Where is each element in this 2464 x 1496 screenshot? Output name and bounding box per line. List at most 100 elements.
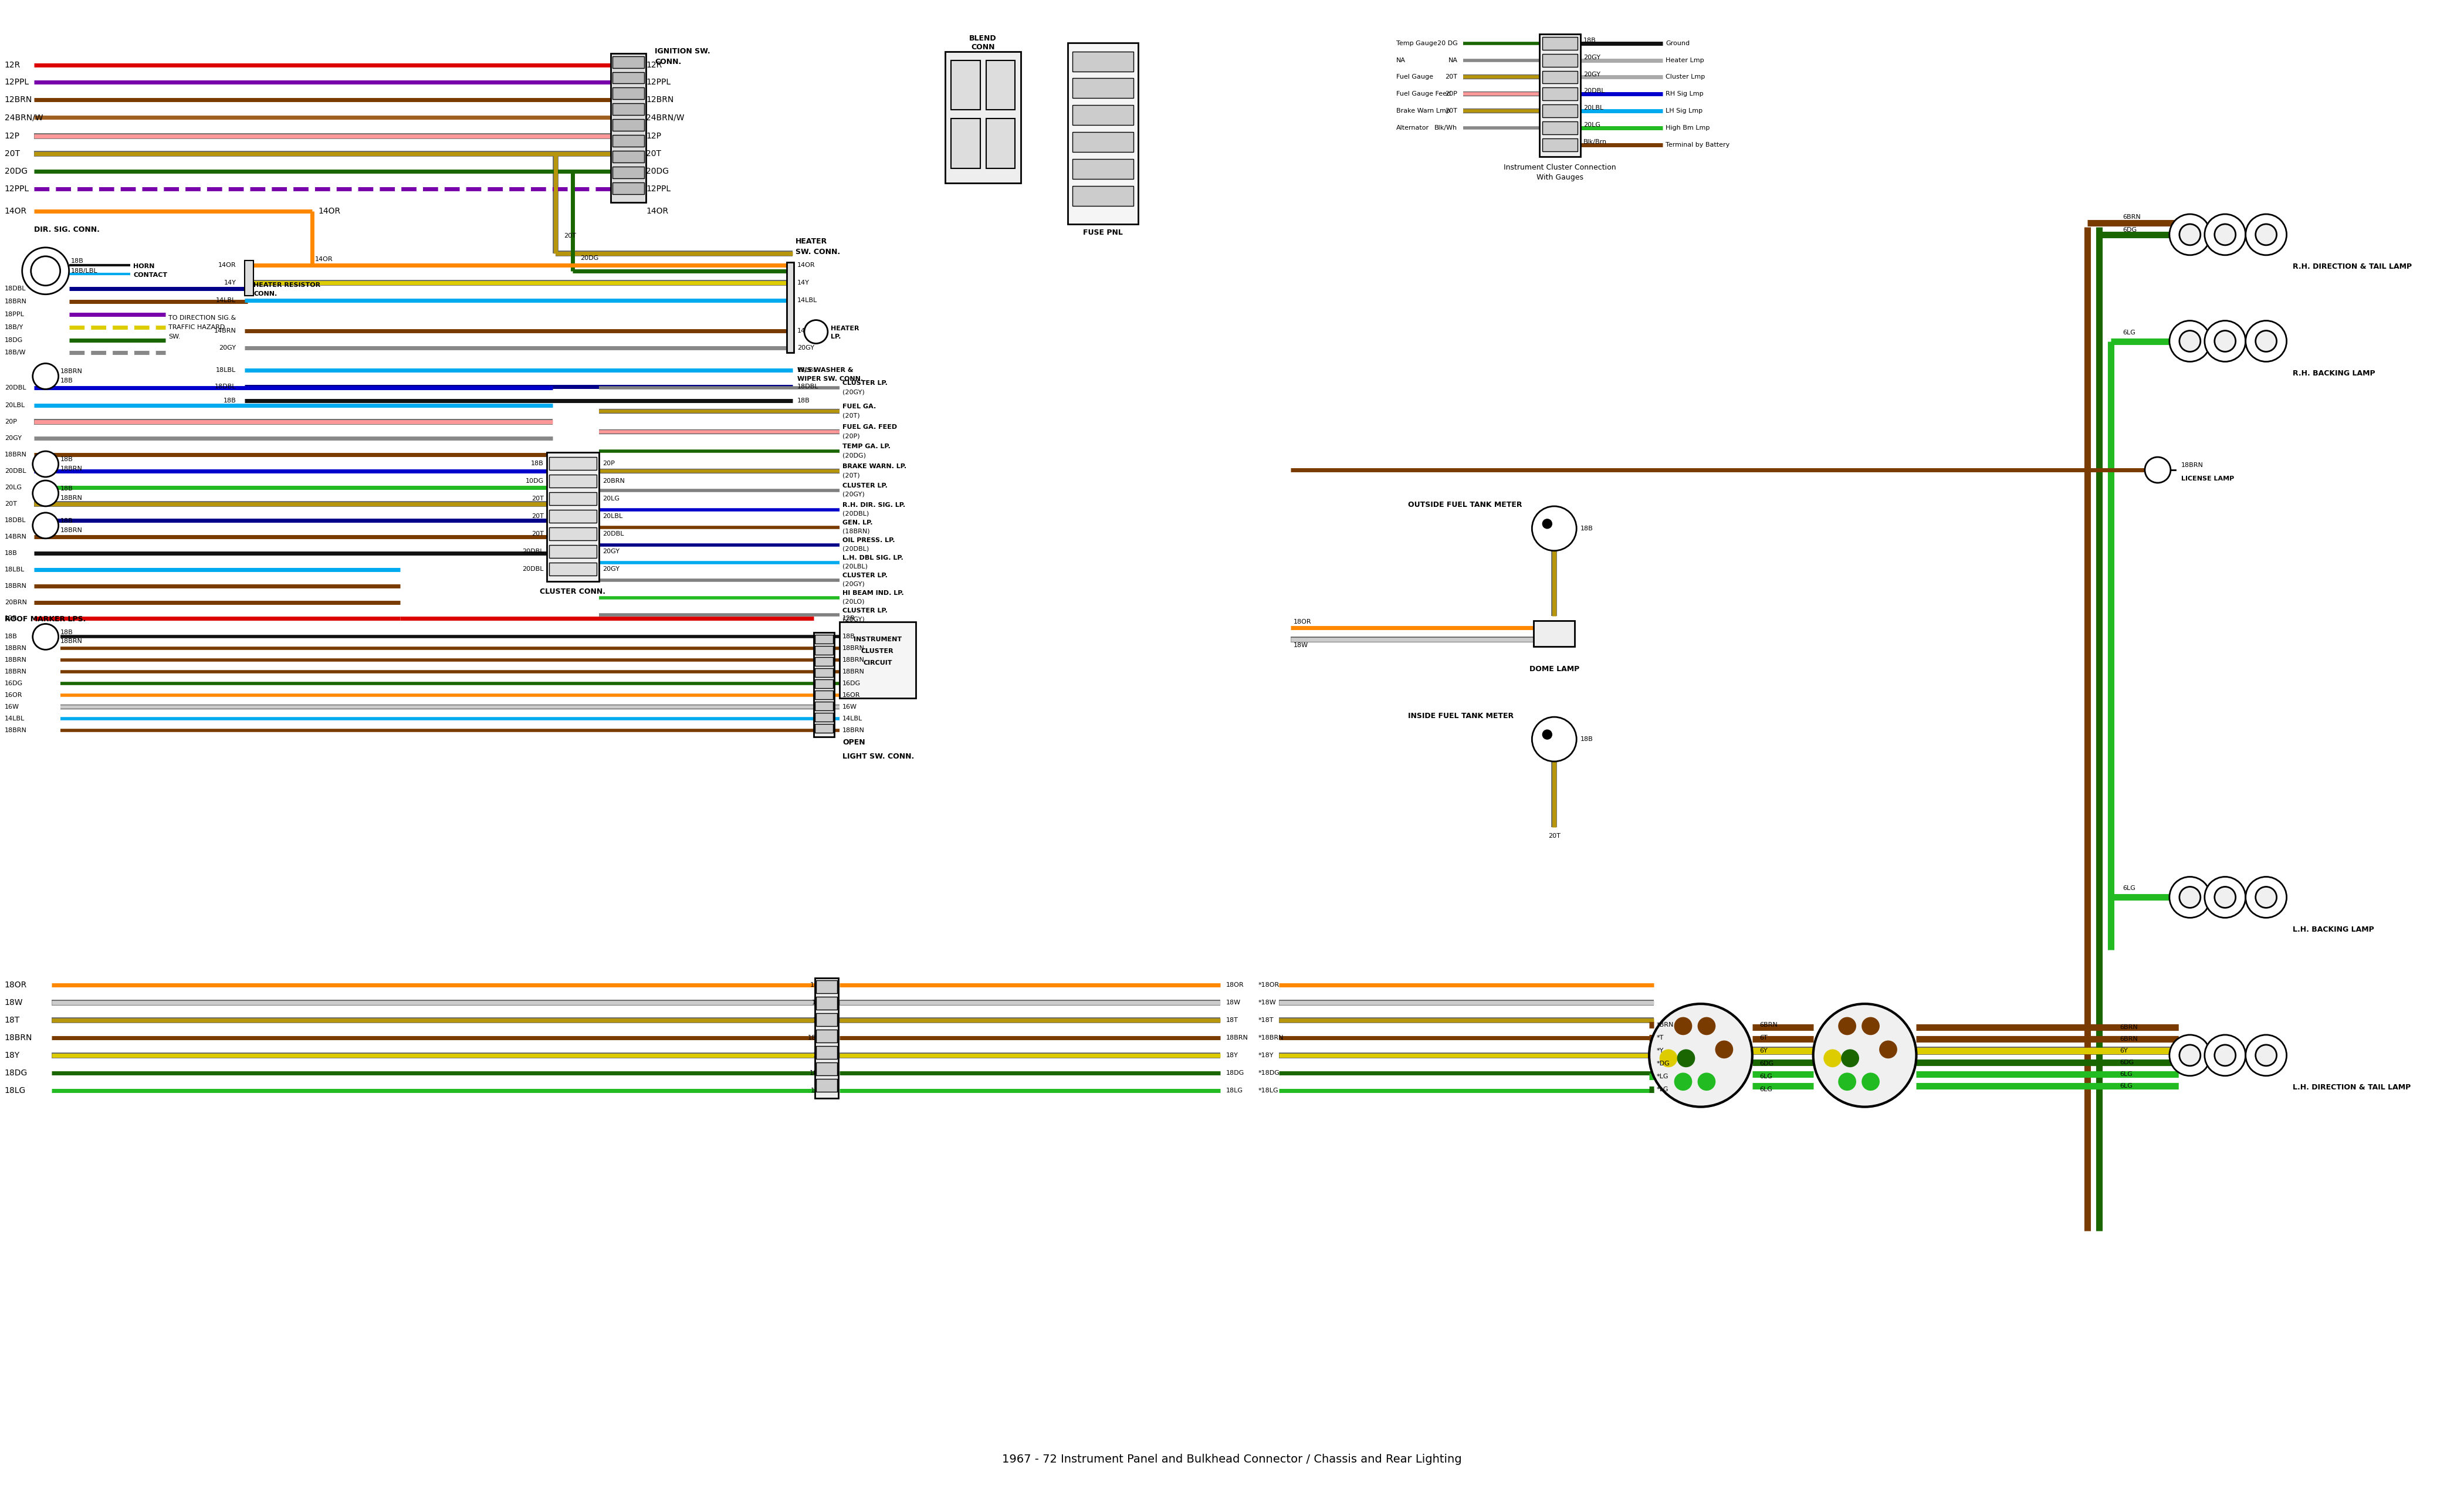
Text: 24BRN/W: 24BRN/W — [5, 114, 42, 121]
Text: 18DG: 18DG — [811, 1070, 828, 1076]
Text: 18DBL: 18DBL — [5, 286, 27, 292]
Text: 20P: 20P — [5, 419, 17, 425]
Text: 14LBL: 14LBL — [217, 298, 237, 304]
Text: Temp Gauge: Temp Gauge — [1397, 40, 1437, 46]
Text: 20DBL: 20DBL — [1584, 88, 1604, 94]
Text: 18BRN: 18BRN — [843, 669, 865, 675]
Text: ROOF MARKER LPS.: ROOF MARKER LPS. — [5, 615, 86, 622]
Bar — [816, 978, 838, 1098]
Text: 18W: 18W — [1227, 999, 1242, 1005]
Text: 6BRN: 6BRN — [2122, 214, 2141, 220]
Text: 6BRN: 6BRN — [2119, 1025, 2139, 1031]
Text: CONN: CONN — [971, 43, 995, 51]
Text: 20GY: 20GY — [5, 435, 22, 441]
Bar — [547, 452, 599, 580]
Text: 6Y: 6Y — [1759, 1047, 1767, 1053]
Circle shape — [2178, 887, 2200, 908]
Text: 20GY: 20GY — [1584, 72, 1602, 78]
Bar — [1542, 105, 1577, 118]
Text: SW. CONN.: SW. CONN. — [796, 248, 840, 256]
Text: *DG: *DG — [1656, 1061, 1671, 1067]
Bar — [549, 527, 596, 540]
Bar — [614, 183, 646, 194]
Circle shape — [2178, 1044, 2200, 1065]
Text: 20T: 20T — [532, 495, 545, 501]
Text: (20P): (20P) — [843, 432, 860, 438]
Text: 18B/Y: 18B/Y — [5, 325, 25, 331]
Bar — [614, 72, 646, 84]
Text: 18BRN: 18BRN — [59, 368, 81, 374]
Bar — [816, 646, 833, 655]
Circle shape — [2205, 320, 2245, 362]
Text: HORN: HORN — [133, 263, 155, 269]
Text: CLUSTER CONN.: CLUSTER CONN. — [540, 588, 606, 595]
Text: 18B: 18B — [530, 461, 545, 467]
Text: L.H. DBL SIG. LP.: L.H. DBL SIG. LP. — [843, 555, 904, 561]
Text: 18B: 18B — [5, 551, 17, 557]
Text: 20GY: 20GY — [604, 565, 621, 571]
Bar — [816, 1046, 838, 1059]
Text: 12P: 12P — [646, 132, 660, 141]
Circle shape — [1863, 1017, 1880, 1034]
Text: 18B/LBL: 18B/LBL — [71, 268, 99, 274]
Circle shape — [1698, 1017, 1715, 1034]
Text: 18B: 18B — [59, 486, 74, 492]
Text: *Y: *Y — [1656, 1047, 1663, 1053]
Text: 18LBL: 18LBL — [798, 368, 818, 374]
Text: 12R: 12R — [646, 61, 663, 69]
Bar — [549, 545, 596, 558]
Text: SW.: SW. — [168, 334, 180, 340]
Circle shape — [2255, 1044, 2277, 1065]
Text: 14OR: 14OR — [318, 206, 340, 215]
Circle shape — [2215, 887, 2235, 908]
Text: 18B: 18B — [1579, 525, 1594, 531]
Text: 14OR: 14OR — [315, 256, 333, 262]
Text: 18OR: 18OR — [1227, 983, 1244, 987]
Bar — [1542, 139, 1577, 151]
Text: 20T: 20T — [1446, 75, 1459, 81]
Text: 20DG: 20DG — [5, 168, 27, 175]
Text: 20DBL: 20DBL — [5, 468, 27, 474]
Circle shape — [1533, 506, 1577, 551]
Text: Alternator: Alternator — [1397, 126, 1429, 132]
Text: 18B: 18B — [843, 634, 855, 640]
Text: 18B: 18B — [1579, 736, 1594, 742]
Text: 6LG: 6LG — [2119, 1083, 2131, 1089]
Text: TRAFFIC HAZARD: TRAFFIC HAZARD — [168, 325, 224, 331]
Text: Blk/Wh: Blk/Wh — [1434, 126, 1459, 132]
Text: HEATER RESISTOR: HEATER RESISTOR — [254, 283, 320, 287]
Text: 20LBL: 20LBL — [604, 513, 623, 519]
Text: 6DG: 6DG — [2119, 1059, 2134, 1065]
Text: 14BRN: 14BRN — [798, 328, 821, 334]
Circle shape — [2168, 877, 2210, 917]
Bar — [816, 1079, 838, 1092]
Text: 14OR: 14OR — [646, 206, 668, 215]
Text: L.H. DIRECTION & TAIL LAMP: L.H. DIRECTION & TAIL LAMP — [2292, 1083, 2410, 1092]
Text: 12PPL: 12PPL — [646, 78, 670, 87]
Circle shape — [32, 256, 59, 286]
Bar — [816, 702, 833, 711]
Text: WIPER SW. CONN.: WIPER SW. CONN. — [798, 377, 862, 381]
Text: R.H. BACKING LAMP: R.H. BACKING LAMP — [2292, 370, 2375, 377]
Text: (20DG): (20DG) — [843, 452, 865, 458]
Text: 20BRN: 20BRN — [5, 600, 27, 606]
Text: (20DBL): (20DBL) — [843, 546, 870, 552]
Bar — [614, 151, 646, 163]
Text: 18BRN: 18BRN — [843, 727, 865, 733]
Text: FUEL GA. FEED: FUEL GA. FEED — [843, 425, 897, 431]
Text: OUTSIDE FUEL TANK METER: OUTSIDE FUEL TANK METER — [1407, 501, 1523, 509]
Circle shape — [2168, 320, 2210, 362]
Text: 18B: 18B — [59, 378, 74, 384]
Bar — [813, 633, 835, 738]
Text: DOME LAMP: DOME LAMP — [1530, 666, 1579, 673]
Text: 6LG: 6LG — [2122, 329, 2136, 335]
Bar — [951, 118, 981, 169]
Bar — [1540, 34, 1579, 157]
Text: LIGHT SW. CONN.: LIGHT SW. CONN. — [843, 752, 914, 760]
Circle shape — [2245, 1035, 2287, 1076]
Circle shape — [1838, 1074, 1855, 1091]
Text: 14Y: 14Y — [798, 280, 811, 286]
Text: *LG: *LG — [1656, 1086, 1668, 1092]
Text: R.H. DIR. SIG. LP.: R.H. DIR. SIG. LP. — [843, 503, 904, 509]
Text: 18BRN: 18BRN — [5, 669, 27, 675]
